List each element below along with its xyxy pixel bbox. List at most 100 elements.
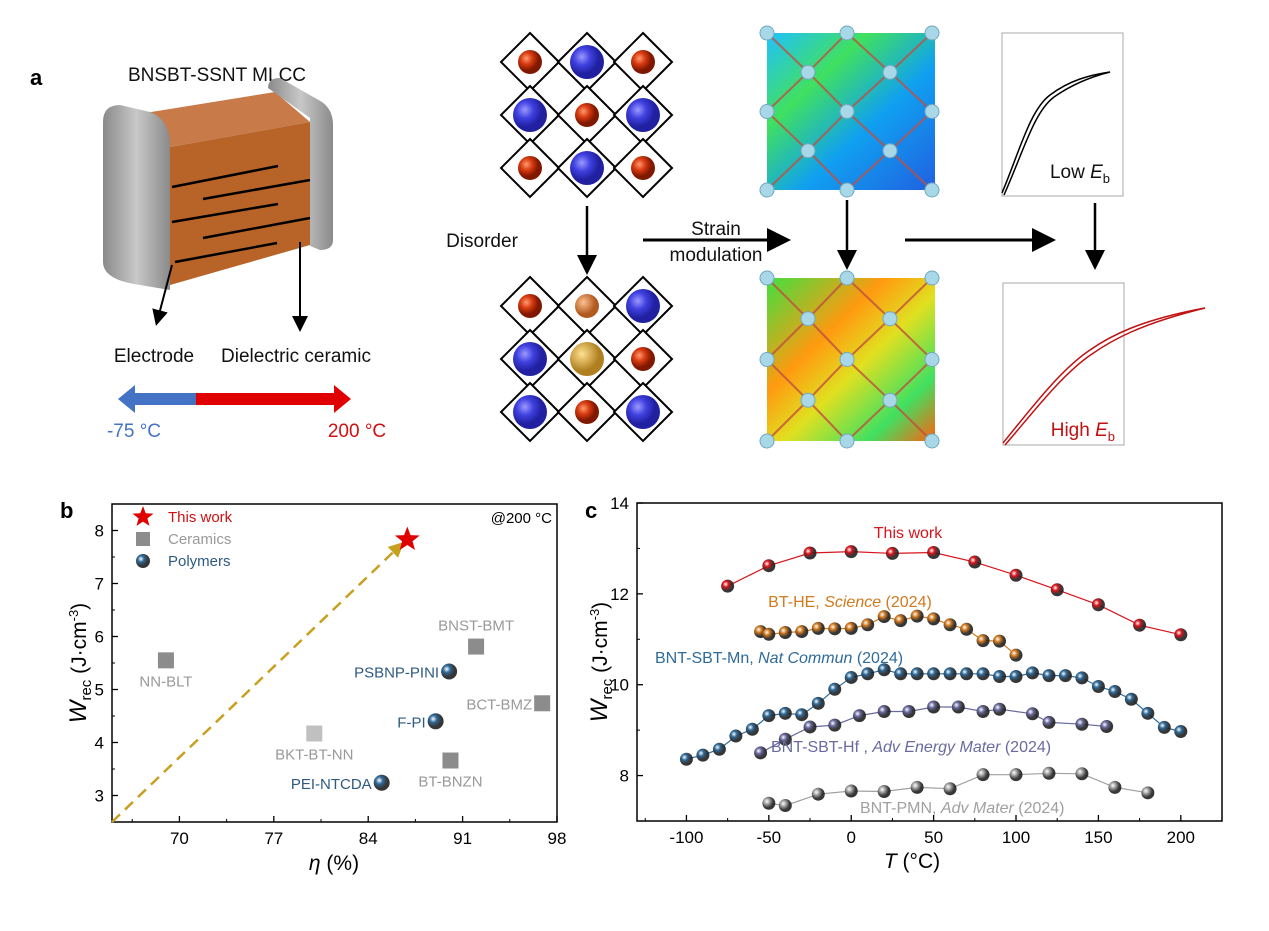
legend-star-icon	[132, 506, 154, 526]
right-end-cap	[268, 78, 333, 250]
data-point	[1042, 715, 1056, 729]
ceramic-square-point	[534, 695, 551, 712]
bond	[766, 71, 809, 113]
atom	[759, 182, 775, 198]
plot-frame	[111, 503, 558, 823]
bond	[807, 32, 848, 73]
data-point	[852, 709, 866, 723]
series-journal: Adv Mater	[940, 800, 1015, 817]
x-tick-label: 50	[924, 828, 943, 847]
data-point	[803, 720, 817, 734]
data-point	[902, 705, 916, 719]
x-tick-label: 98	[548, 829, 567, 848]
atom	[631, 347, 655, 371]
legend-label: Ceramics	[168, 531, 231, 548]
series-journal: Nat Commun	[758, 650, 852, 667]
data-point	[993, 670, 1007, 684]
data-point	[927, 546, 941, 560]
atom	[570, 151, 604, 185]
polymer-sphere-point	[441, 663, 458, 680]
data-point	[927, 667, 941, 681]
bond	[889, 399, 933, 442]
ceramic-square-point	[468, 638, 485, 655]
panel-b-letter: b	[60, 498, 73, 523]
series-name: BNT-SBT-Mn,	[655, 650, 758, 667]
series-year: (2024)	[1014, 800, 1065, 817]
chart-c-ylabel: Wrec (J·cm-3)	[586, 602, 616, 722]
pe-loop-high: High Eb	[1002, 282, 1206, 446]
bond	[846, 150, 891, 191]
data-point	[861, 667, 875, 681]
bond	[766, 358, 809, 401]
atom	[631, 156, 655, 180]
atom	[575, 103, 599, 127]
data-point	[762, 559, 776, 573]
data-point	[1108, 685, 1122, 699]
ceramic-square-point	[442, 752, 459, 769]
y-tick-label: 8	[95, 522, 104, 541]
bond	[766, 277, 809, 320]
x-tick-label: 150	[1084, 828, 1112, 847]
atom	[800, 64, 816, 80]
data-point	[803, 546, 817, 560]
data-point	[976, 634, 990, 648]
high-eb-label: High Eb	[1051, 420, 1115, 444]
data-point	[1075, 717, 1089, 731]
series-line	[727, 550, 1181, 636]
atom	[513, 98, 547, 132]
data-point	[729, 729, 743, 743]
modulation-label: modulation	[670, 245, 763, 266]
data-point	[885, 546, 899, 560]
ordered-lattice	[499, 31, 674, 199]
trend-arrow	[111, 542, 404, 823]
bond	[846, 32, 891, 73]
bond	[807, 110, 848, 152]
series-2: BNT-SBT-Mn, Nat Commun (2024)	[655, 650, 1188, 766]
data-point	[943, 782, 957, 796]
atom	[513, 395, 547, 429]
data-point	[762, 709, 776, 723]
data-point	[828, 622, 842, 636]
series-label: BNT-SBT-Hf , Adv Energy Mater (2024)	[771, 739, 1051, 756]
bond	[846, 110, 891, 152]
chart-b-xlabel: η (%)	[309, 852, 359, 875]
data-point	[943, 618, 957, 632]
data-point	[679, 752, 693, 766]
x-tick-label: 77	[264, 829, 283, 848]
data-point	[712, 742, 726, 756]
data-point	[844, 784, 858, 798]
data-point	[993, 634, 1007, 648]
bond	[889, 150, 933, 191]
bond	[846, 277, 891, 320]
data-point	[1174, 725, 1188, 739]
data-point	[910, 780, 924, 794]
data-point	[778, 625, 792, 639]
series-label: BT-HE, Science (2024)	[768, 594, 932, 611]
atom	[626, 395, 660, 429]
atom	[759, 270, 775, 286]
chart-b: η (%) Wrec (J·cm-3) @200 °C 70 77 84 91 98 3 4…	[65, 503, 567, 875]
x-tick-label: 200	[1167, 828, 1195, 847]
series-name: BNT-SBT-Hf ,	[771, 739, 872, 756]
data-point	[1174, 628, 1188, 642]
bond	[766, 318, 809, 361]
data-point	[844, 545, 858, 559]
data-point	[721, 579, 735, 593]
atom	[513, 342, 547, 376]
legend-sphere-icon	[136, 554, 150, 568]
atom	[882, 143, 898, 159]
disorder-label: Disorder	[446, 231, 518, 252]
data-point	[951, 700, 965, 714]
data-point	[1075, 767, 1089, 781]
atom	[839, 104, 855, 119]
data-point	[1075, 671, 1089, 685]
data-point	[976, 667, 990, 681]
y-tick-label: 5	[95, 681, 104, 700]
data-point	[960, 667, 974, 681]
data-point	[1091, 680, 1105, 694]
y-tick-label: 6	[95, 628, 104, 647]
y-tick-label: 12	[610, 585, 629, 604]
data-point	[976, 705, 990, 719]
ceramic-square-point	[306, 725, 323, 742]
